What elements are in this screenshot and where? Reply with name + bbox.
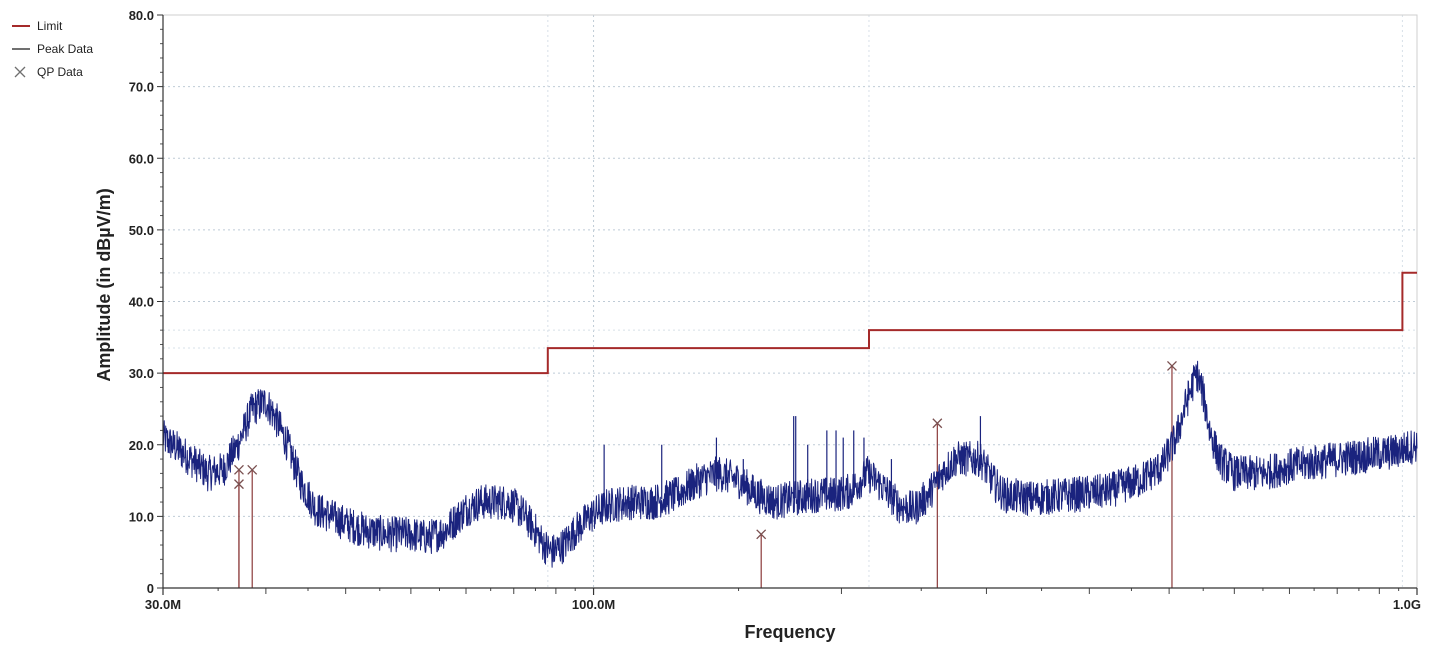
qp-marker — [756, 529, 767, 540]
x-tick-label: 100.0M — [572, 597, 615, 612]
qp-markers — [234, 361, 1177, 540]
y-tick-label: 50.0 — [129, 223, 154, 238]
y-tick-label: 30.0 — [129, 366, 154, 381]
y-tick-label: 0 — [147, 581, 154, 596]
peak-trace — [162, 360, 1418, 568]
legend: Limit Peak Data QP Data — [12, 19, 93, 79]
y-tick-label: 20.0 — [129, 438, 154, 453]
y-axis-title: Amplitude (in dBµV/m) — [94, 188, 114, 381]
peak-data-series — [162, 360, 1418, 568]
legend-label: Limit — [37, 19, 63, 33]
legend-label: QP Data — [37, 65, 83, 79]
qp-marker — [234, 464, 244, 475]
qp-marker — [234, 479, 244, 490]
tick-labels: 0 10.0 20.0 30.0 40.0 50.0 60.0 70.0 80.0 30.0M 10… — [129, 8, 1421, 612]
x-axis-title: Frequency — [744, 622, 835, 642]
qp-marker — [247, 464, 258, 475]
limit-series — [163, 271, 1417, 375]
x-tick-label: 1.0G — [1393, 597, 1421, 612]
y-tick-label: 70.0 — [129, 80, 154, 95]
limit-line — [163, 271, 1417, 375]
y-tick-label: 40.0 — [129, 295, 154, 310]
y-tick-label: 10.0 — [129, 509, 154, 524]
legend-swatch — [14, 66, 26, 78]
spike-lines — [238, 365, 1173, 588]
axes — [157, 14, 1418, 595]
qp-marker — [932, 418, 943, 429]
x-tick-label: 30.0M — [145, 597, 181, 612]
y-tick-label: 60.0 — [129, 151, 154, 166]
legend-label: Peak Data — [37, 42, 93, 56]
y-tick-label: 80.0 — [129, 8, 154, 23]
qp-marker — [1167, 361, 1177, 371]
